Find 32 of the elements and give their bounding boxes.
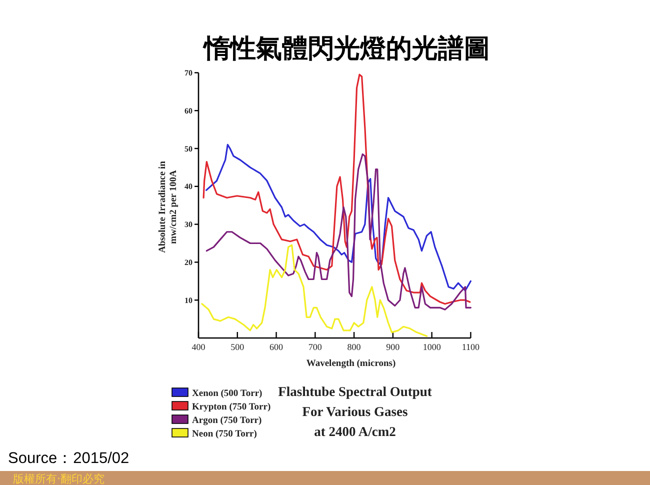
legend-item: Xenon (500 Torr) [172, 388, 262, 399]
ytick-label: 30 [184, 220, 192, 230]
ytick-label: 50 [184, 144, 192, 154]
legend-item: Neon (750 Torr) [172, 428, 257, 440]
ylabel: Absolute Irradiance in [158, 161, 168, 253]
ytick-label: 20 [184, 258, 192, 267]
xtick-label: 1000 [422, 342, 441, 352]
legend-item: Argon (750 Torr) [172, 414, 262, 426]
legend-label: Krypton (750 Torr) [192, 402, 271, 412]
ytick-label: 70 [184, 68, 192, 78]
xtick-label: 900 [386, 342, 400, 352]
legend-label: Neon (750 Torr) [192, 429, 257, 440]
legend-item: Krypton (750 Torr) [172, 401, 271, 412]
xtick-label: 700 [308, 342, 322, 352]
legend-label: Xenon (500 Torr) [192, 388, 262, 399]
ytick-label: 60 [184, 106, 192, 116]
annotation: Source：2015/02 [8, 450, 130, 467]
ylabel: mw/cm2 per 100A [169, 170, 179, 244]
ytick-label: 10 [184, 296, 192, 305]
xtick-label: 800 [347, 342, 361, 352]
title: 惰性氣體閃光燈的光譜圖 [204, 34, 490, 64]
subtitle: at 2400 A/cm2 [314, 424, 396, 439]
xtick-label: 600 [270, 342, 284, 352]
xtick-label: 1100 [462, 342, 480, 352]
legend-label: Argon (750 Torr) [192, 416, 262, 426]
ytick-label: 40 [184, 182, 192, 192]
xtick-label: 500 [230, 342, 244, 352]
xtick-label: 400 [192, 342, 206, 352]
annotation: 版權所有‧翻印必究 [13, 472, 104, 485]
subtitle: Flashtube Spectral Output [278, 384, 432, 399]
xlabel: Wavelength (microns) [306, 359, 396, 369]
subtitle: For Various Gases [302, 404, 408, 419]
